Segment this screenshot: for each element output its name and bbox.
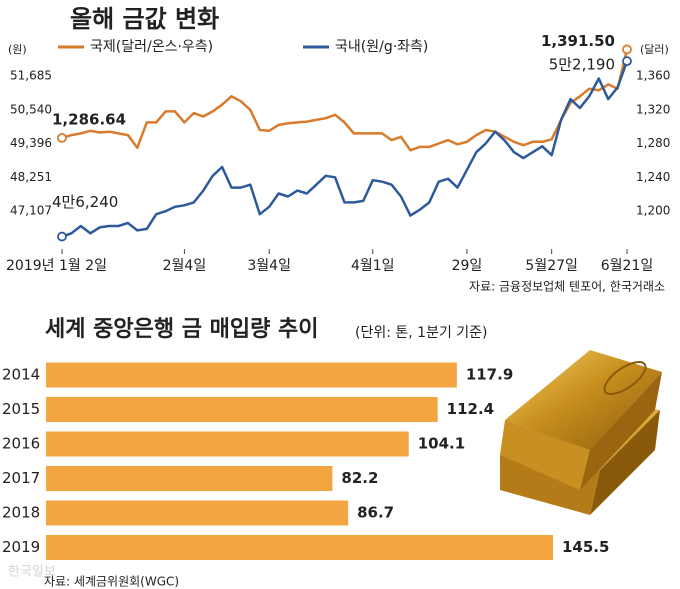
data-label: 145.5: [562, 538, 609, 556]
y2-tick-label: 1,360: [636, 69, 670, 83]
x-tick-label: 5월27일: [525, 258, 577, 274]
y-tick-label: 2018: [2, 504, 40, 522]
y-tick-label: 49,396: [10, 136, 52, 150]
y-tick-label: 2016: [2, 435, 40, 453]
y-tick-label: 50,540: [10, 102, 52, 116]
bar: [46, 500, 349, 526]
data-label: 117.9: [466, 366, 513, 384]
bar: [46, 535, 553, 560]
series-line: [61, 60, 629, 238]
end-marker: [57, 231, 67, 242]
y2-axis-unit: (달러): [640, 43, 669, 56]
y-tick-label: 2017: [2, 469, 40, 487]
x-tick-label: 29일: [452, 258, 483, 274]
data-label: 104.1: [418, 435, 465, 453]
y2-tick-label: 1,280: [636, 136, 670, 150]
bar: [46, 362, 457, 388]
y-tick-label: 51,685: [10, 69, 52, 83]
data-label: 82.2: [341, 469, 378, 487]
data-label: 1,391.50: [541, 32, 615, 50]
x-tick-label: 2019년 1월 2일: [6, 258, 107, 274]
y-tick-label: 2014: [2, 366, 40, 384]
x-tick-label: 2월4일: [163, 258, 207, 274]
chart-title: 올해 금값 변화: [70, 5, 219, 33]
data-label: 5만2,190: [549, 56, 615, 74]
data-label: 86.7: [357, 504, 394, 522]
y2-tick-label: 1,320: [636, 102, 670, 116]
y-axis-unit: (원): [8, 43, 27, 56]
end-marker: [57, 132, 67, 143]
y-tick-label: 47,107: [10, 204, 52, 218]
x-tick-label: 4월1일: [351, 258, 395, 274]
bar: [46, 466, 333, 491]
source: 자료: 금융정보업체 텐포어, 한국거래소: [469, 280, 665, 294]
data-label: 112.4: [447, 400, 494, 418]
end-marker: [622, 44, 632, 55]
end-marker: [622, 56, 632, 67]
data-label: 1,286.64: [52, 110, 126, 128]
y2-tick-label: 1,200: [636, 204, 670, 218]
gold-bars-illustration: [500, 350, 662, 515]
bar: [46, 431, 409, 457]
bar: [46, 397, 438, 422]
y2-tick-label: 1,240: [636, 170, 670, 184]
y-tick-label: 2019: [2, 538, 40, 556]
series-line: [61, 49, 629, 152]
y-tick-label: 48,251: [10, 170, 52, 184]
source: 자료: 세계금위원회(WGC): [44, 575, 179, 589]
chart-subtitle: (단위: 톤, 1분기 기준): [355, 325, 488, 341]
chart-title: 세계 중앙은행 금 매입량 추이: [45, 317, 319, 342]
legend-label: 국제(달러/온스·우측): [90, 39, 213, 55]
x-tick-label: 3월4일: [247, 258, 291, 274]
x-tick-label: 6월21일: [601, 258, 653, 274]
y-tick-label: 2015: [2, 400, 40, 418]
legend-label: 국내(원/g·좌측): [335, 39, 428, 55]
watermark: 한국일보: [8, 565, 56, 580]
data-label: 4만6,240: [52, 193, 118, 211]
